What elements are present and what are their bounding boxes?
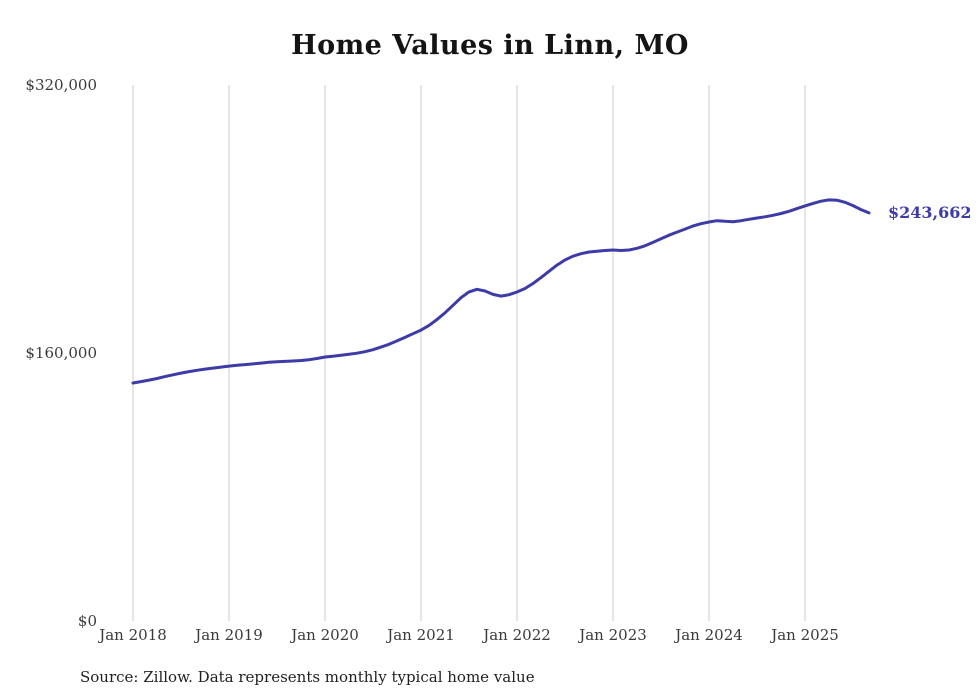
x-tick-label-jan-2020: Jan 2020: [291, 626, 359, 644]
home-value-line-series: [131, 198, 871, 385]
y-tick-label-0: $0: [77, 612, 97, 630]
x-tick-label-jan-2025: Jan 2025: [771, 626, 839, 644]
x-tick-label-jan-2023: Jan 2023: [579, 626, 647, 644]
x-tick-label-jan-2024: Jan 2024: [675, 626, 743, 644]
latest-value-label: $243,662: [888, 202, 972, 222]
y-tick-label-320k: $320,000: [25, 76, 97, 94]
x-tick-label-jan-2022: Jan 2022: [483, 626, 551, 644]
x-tick-label-jan-2018: Jan 2018: [99, 626, 167, 644]
source-note: Source: Zillow. Data represents monthly …: [80, 668, 535, 686]
x-tick-label-jan-2021: Jan 2021: [387, 626, 455, 644]
chart-title: Home Values in Linn, MO: [291, 30, 689, 61]
y-tick-label-160k: $160,000: [25, 344, 97, 362]
x-tick-label-jan-2019: Jan 2019: [195, 626, 263, 644]
